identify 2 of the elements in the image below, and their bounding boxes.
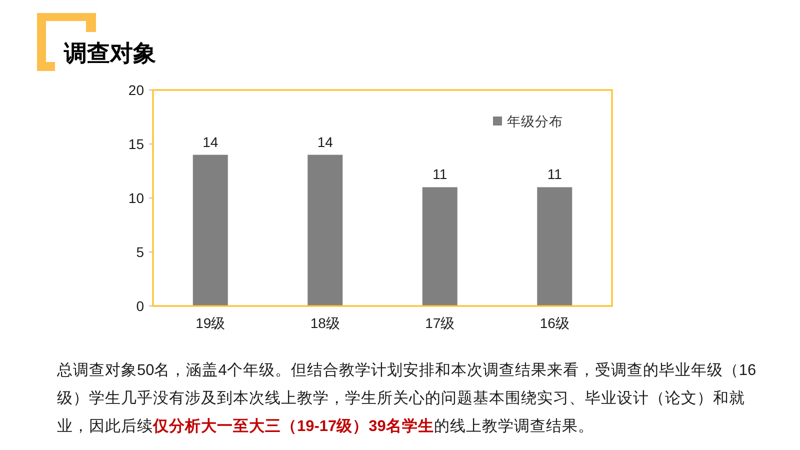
annotation: 总调查对象50名，涵盖4个年级。但结合教学计划安排和本次调查结果来看，受调查的毕业年级（16级）学生几乎没有涉及到本次线上教学，学生所关心的问题基本围绕实习、毕业设计（论文）和就业，因此后续仅分析大一至大三（19-17级）39名学生的线上教学调查结果。 — [57, 361, 758, 437]
title: 调查对象 — [64, 40, 156, 66]
